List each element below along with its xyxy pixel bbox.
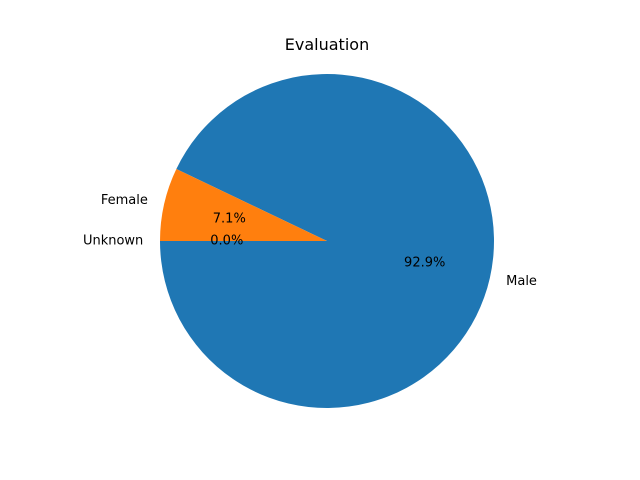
- pie-slices: [160, 74, 495, 409]
- chart-title: Evaluation: [285, 35, 369, 54]
- slice-percent-female: 7.1%: [213, 211, 246, 226]
- slice-label-unknown: Unknown: [83, 234, 143, 249]
- pie-slice-male: [160, 74, 495, 409]
- slice-label-male: Male: [506, 274, 537, 289]
- pie-slice-female: [160, 168, 327, 241]
- slice-label-female: Female: [101, 193, 148, 208]
- slice-percent-unknown: 0.0%: [210, 234, 243, 249]
- slice-percent-male: 92.9%: [404, 256, 445, 271]
- pie-labels: Male 92.9% Female 7.1% Unknown 0.0%: [83, 193, 537, 289]
